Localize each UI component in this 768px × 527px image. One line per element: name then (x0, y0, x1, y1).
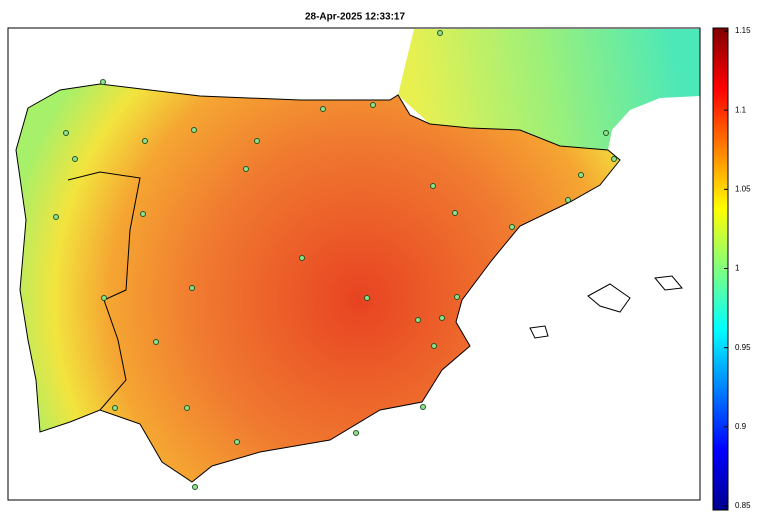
colorbar-tick-label: 0.9 (735, 422, 747, 431)
colorbar-tick-label: 1.15 (735, 26, 751, 35)
station (140, 211, 146, 217)
portugal-border (67, 171, 141, 411)
station (437, 30, 443, 36)
colorbar-tick-label: 0.85 (735, 501, 751, 510)
title: 28-Apr-2025 12:33:17 (305, 12, 405, 23)
station (153, 339, 159, 345)
station (353, 430, 359, 436)
station (63, 130, 69, 136)
station (184, 405, 190, 411)
station (189, 285, 195, 291)
colorbar-tick-label: 0.95 (735, 343, 751, 352)
islands (529, 275, 683, 339)
colorbar-tick-label: 1.05 (735, 184, 751, 193)
station (100, 79, 106, 85)
station (243, 166, 249, 172)
iberia-field (15, 83, 621, 483)
station (191, 127, 197, 133)
station (364, 295, 370, 301)
france-field (398, 29, 700, 150)
station (370, 102, 376, 108)
station (603, 130, 609, 136)
station (101, 295, 107, 301)
station (565, 197, 571, 203)
map-frame (7, 27, 701, 501)
station (452, 210, 458, 216)
stations (53, 30, 617, 490)
colorbar-tick-label: 1 (735, 264, 740, 273)
station (254, 138, 260, 144)
station (578, 172, 584, 178)
station (420, 404, 426, 410)
station (509, 224, 515, 230)
station (234, 439, 240, 445)
station (431, 343, 437, 349)
station (299, 255, 305, 261)
station (430, 183, 436, 189)
station (53, 214, 59, 220)
station (439, 315, 445, 321)
station (454, 294, 460, 300)
station (415, 317, 421, 323)
colorbar-tick-label: 1.1 (735, 105, 747, 114)
station (142, 138, 148, 144)
station (320, 106, 326, 112)
colorbar: 0.85 0.9 0.95 1 1.05 1.1 1.15 (712, 26, 751, 511)
station (192, 484, 198, 490)
map (7, 27, 701, 501)
station (112, 405, 118, 411)
station (611, 156, 617, 162)
station (72, 156, 78, 162)
